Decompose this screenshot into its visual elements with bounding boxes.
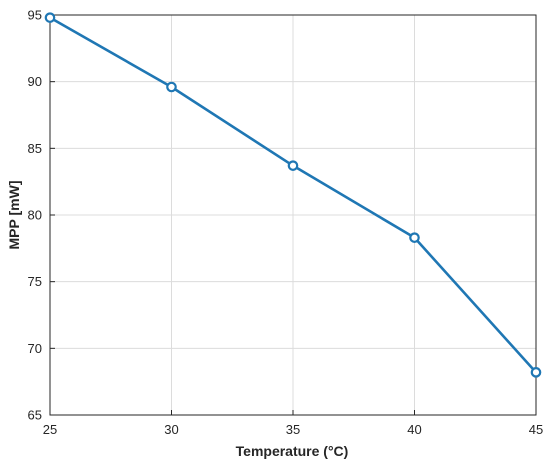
x-tick-label: 45 [529, 422, 543, 437]
y-tick-label: 90 [28, 74, 42, 89]
x-axis-title: Temperature (°C) [236, 443, 349, 459]
data-point-marker [530, 367, 542, 378]
y-axis-ticks: 65 70 75 80 85 90 95 [28, 8, 55, 423]
y-tick-label: 85 [28, 141, 42, 156]
y-tick-label: 80 [28, 208, 42, 223]
x-tick-label: 40 [407, 422, 421, 437]
y-tick-label: 75 [28, 274, 42, 289]
y-tick-label: 95 [28, 8, 42, 23]
x-tick-label: 35 [286, 422, 300, 437]
data-point-marker [287, 160, 299, 171]
y-axis-title: MPP [mW] [6, 181, 22, 250]
data-point-marker [409, 232, 420, 243]
x-tick-label: 30 [164, 422, 178, 437]
y-tick-label: 70 [28, 341, 42, 356]
x-tick-label: 25 [43, 422, 57, 437]
data-point-marker [166, 81, 177, 93]
x-axis-ticks: 25 30 35 40 45 [43, 410, 543, 437]
data-point-marker [44, 12, 56, 23]
series-layer [44, 12, 542, 378]
y-tick-label: 65 [28, 408, 42, 423]
